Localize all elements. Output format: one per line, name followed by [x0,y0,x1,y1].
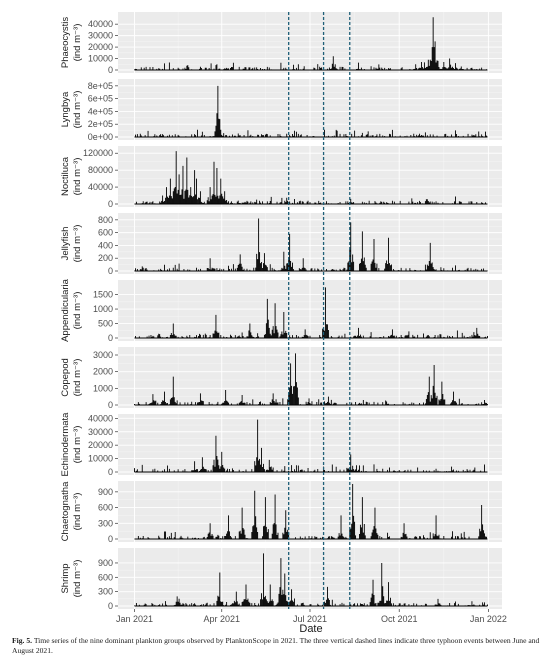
panel-label: Copepod [60,358,71,397]
caption-text: Time series of the nine dominant plankto… [12,636,540,655]
y-tick-label: 1000 [93,304,113,314]
y-tick-label: 600 [98,572,113,582]
y-tick-label: 0 [108,266,113,276]
series-noctiluca [134,151,488,205]
panel-label: Appendicularia [60,278,71,342]
panel-chaetognatha: 0 300 600 900 Chaetognatha (ind m⁻³) [60,481,502,544]
panel-jellyfish: 0 200 400 600 800 Jellyfish (ind m⁻³) [60,213,502,276]
y-tick-label: 10000 [88,454,113,464]
series-chaetognatha [134,484,488,540]
x-tick-label: Jan 2022 [470,614,507,624]
panel-unit-label: (ind m⁻³) [72,91,83,129]
x-axis-title: Date [299,623,322,635]
panel-noctiluca: 0 40000 80000 120000 Noctiluca (ind m⁻³) [60,146,502,209]
y-tick-label: 300 [98,518,113,528]
panel-label: Chaetognatha [60,481,71,541]
y-tick-label: 1500 [93,290,113,300]
panel-label: Jellyfish [60,227,71,261]
y-tick-label: 0e+00 [88,132,113,142]
panel-unit-label: (ind m⁻³) [72,426,83,464]
y-tick-label: 600 [98,503,113,513]
panel-unit-label: (ind m⁻³) [72,493,83,531]
y-tick-label: 80000 [88,165,113,175]
panel-lyngbya: 0e+00 2e+05 4e+05 6e+05 8e+05 Lyngbya (ind m⁻³… [60,79,502,142]
y-tick-label: 1000 [93,383,113,393]
panel-unit-label: (ind m⁻³) [72,292,83,330]
x-tick-label: Apr 2021 [203,614,240,624]
panel-copepod: 0 1000 2000 3000 Copepod (ind m⁻³) [60,347,502,410]
y-tick-label: 300 [98,587,113,597]
y-tick-label: 40000 [88,182,113,192]
series-jellyfish [134,218,488,272]
y-tick-label: 400 [98,240,113,250]
y-tick-label: 900 [98,487,113,497]
y-tick-label: 10000 [88,54,113,64]
y-tick-label: 0 [108,534,113,544]
y-tick-label: 4e+05 [88,106,113,116]
y-tick-label: 40000 [88,19,113,29]
x-tick-label: Jan 2021 [116,614,153,624]
y-tick-label: 20000 [88,42,113,52]
y-tick-label: 0 [108,333,113,343]
y-tick-label: 30000 [88,31,113,41]
y-tick-label: 600 [98,228,113,238]
panel-unit-label: (ind m⁻³) [72,359,83,397]
y-tick-label: 8e+05 [88,81,113,91]
panel-unit-label: (ind m⁻³) [72,158,83,196]
typhoon-lines [288,12,351,609]
y-tick-label: 0 [108,65,113,75]
y-tick-label: 2000 [93,367,113,377]
panel-appendicularia: 0 500 1000 1500 Appendicularia (ind m⁻³) [60,278,502,343]
y-tick-label: 900 [98,558,113,568]
y-tick-label: 0 [108,199,113,209]
y-tick-label: 3000 [93,350,113,360]
panel-unit-label: (ind m⁻³) [72,225,83,263]
y-tick-label: 120000 [83,148,113,158]
y-tick-label: 200 [98,253,113,263]
series-shrimp [134,553,488,607]
y-tick-label: 500 [98,319,113,329]
y-tick-label: 0 [108,601,113,611]
panel-label: Noctiluca [60,156,71,196]
y-tick-label: 800 [98,215,113,225]
series-phaeocystis [134,17,488,71]
caption-label: Fig. 5. [12,636,33,645]
panel-label: Phaeocystis [60,17,71,68]
panel-label: Shrimp [60,563,71,593]
series-echinodermata [134,419,488,473]
shared-x-axis: Jan 2021 Apr 2021 Jul 2021 Oct 2021 Jan 2022 [116,609,507,624]
panel-unit-label: (ind m⁻³) [72,560,83,598]
series-copepod [134,353,488,406]
y-tick-label: 2e+05 [88,119,113,129]
panel-label: Echinodermata [60,412,71,477]
series-lyngbya [134,85,488,138]
y-tick-label: 40000 [88,413,113,423]
panel-echinodermata: 0 10000 20000 30000 40000 Echinodermata (ind m… [60,412,502,477]
figure-caption: Fig. 5. Time series of the nine dominant… [12,636,552,656]
y-tick-label: 0 [108,467,113,477]
y-tick-label: 30000 [88,427,113,437]
series-appendicularia [134,287,488,339]
panel-label: Lyngbya [60,91,71,127]
y-tick-label: 20000 [88,440,113,450]
panel-shrimp: 0 300 600 900 Shrimp (ind m⁻³) [60,548,502,611]
panel-unit-label: (ind m⁻³) [72,24,83,62]
y-tick-label: 0 [108,400,113,410]
x-tick-label: Oct 2021 [381,614,418,624]
x-tick-label: Jul 2021 [293,614,327,624]
y-tick-label: 6e+05 [88,94,113,104]
